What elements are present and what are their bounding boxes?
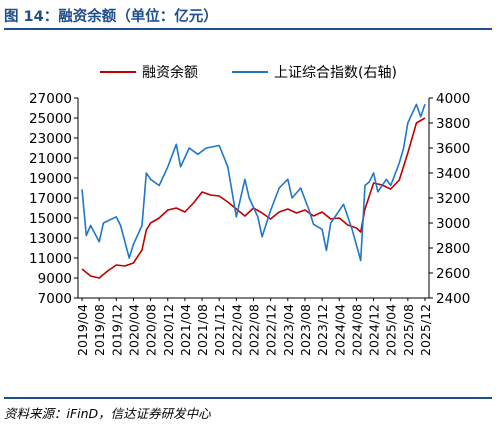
x-tick-label: 2025/08 [401, 304, 416, 356]
x-tick-label: 2023/12 [315, 304, 330, 356]
legend-label: 上证综合指数(右轴) [274, 65, 397, 81]
left-tick-label: 27000 [29, 91, 72, 107]
x-tick-label: 2024/12 [367, 304, 382, 356]
margin-balance-chart: 融资余额 上证综合指数(右轴) 7000 9000 11000 13000 15000 17… [29, 64, 470, 356]
right-tick-label: 2600 [436, 266, 470, 282]
legend-item-margin-balance: 融资余额 [100, 64, 198, 81]
left-tick-label: 13000 [29, 231, 72, 247]
left-tick-label: 17000 [29, 191, 72, 207]
series-layer [81, 103, 426, 279]
x-tick-label: 2022/04 [229, 304, 244, 356]
left-tick-label: 11000 [29, 251, 72, 267]
axes-layer: 7000 9000 11000 13000 15000 17000 19000 21000 23… [29, 91, 470, 356]
legend-item-shanghai-index: 上证综合指数(右轴) [232, 65, 397, 81]
x-tick-label: 2024/04 [332, 304, 347, 356]
x-tick-label: 2021/04 [178, 304, 193, 356]
right-tick-label: 3600 [436, 141, 470, 157]
x-tick-label: 2020/08 [144, 304, 159, 356]
right-tick-label: 4000 [436, 91, 470, 107]
series-line-margin-balance [81, 117, 426, 279]
x-tick-label: 2019/12 [109, 304, 124, 356]
x-tick-label: 2021/12 [212, 304, 227, 356]
left-tick-label: 7000 [38, 291, 72, 307]
right-tick-label: 3800 [436, 116, 470, 132]
x-tick-label: 2020/12 [161, 304, 176, 356]
series-line-shanghai-index [81, 103, 426, 262]
left-tick-label: 9000 [38, 271, 72, 287]
right-tick-label: 3200 [436, 191, 470, 207]
x-tick-label: 2019/08 [92, 304, 107, 356]
right-tick-label: 2800 [436, 241, 470, 257]
left-tick-label: 19000 [29, 171, 72, 187]
left-tick-label: 21000 [29, 151, 72, 167]
source-note: 资料来源：iFinD，信达证券研发中心 [4, 406, 211, 421]
chart-legend: 融资余额 上证综合指数(右轴) [100, 64, 397, 81]
right-tick-label: 2400 [436, 291, 470, 307]
x-tick-label: 2022/12 [264, 304, 279, 356]
header-rule [4, 28, 492, 30]
right-tick-label: 3400 [436, 166, 470, 182]
x-tick-label: 2024/08 [349, 304, 364, 356]
x-tick-label: 2025/12 [418, 304, 433, 356]
right-tick-label: 3000 [436, 216, 470, 232]
legend-label: 融资余额 [142, 64, 198, 81]
x-tick-label: 2022/08 [247, 304, 262, 356]
x-tick-label: 2019/04 [75, 304, 90, 356]
left-tick-label: 25000 [29, 111, 72, 127]
x-tick-label: 2021/08 [195, 304, 210, 356]
left-tick-label: 15000 [29, 211, 72, 227]
x-tick-label: 2023/08 [298, 304, 313, 356]
x-tick-label: 2020/04 [126, 304, 141, 356]
x-tick-label: 2025/04 [384, 304, 399, 356]
footer-rule [4, 397, 492, 399]
x-tick-label: 2023/04 [281, 304, 296, 356]
page-title: 图 14：融资余额（单位：亿元） [4, 9, 218, 25]
left-tick-label: 23000 [29, 131, 72, 147]
